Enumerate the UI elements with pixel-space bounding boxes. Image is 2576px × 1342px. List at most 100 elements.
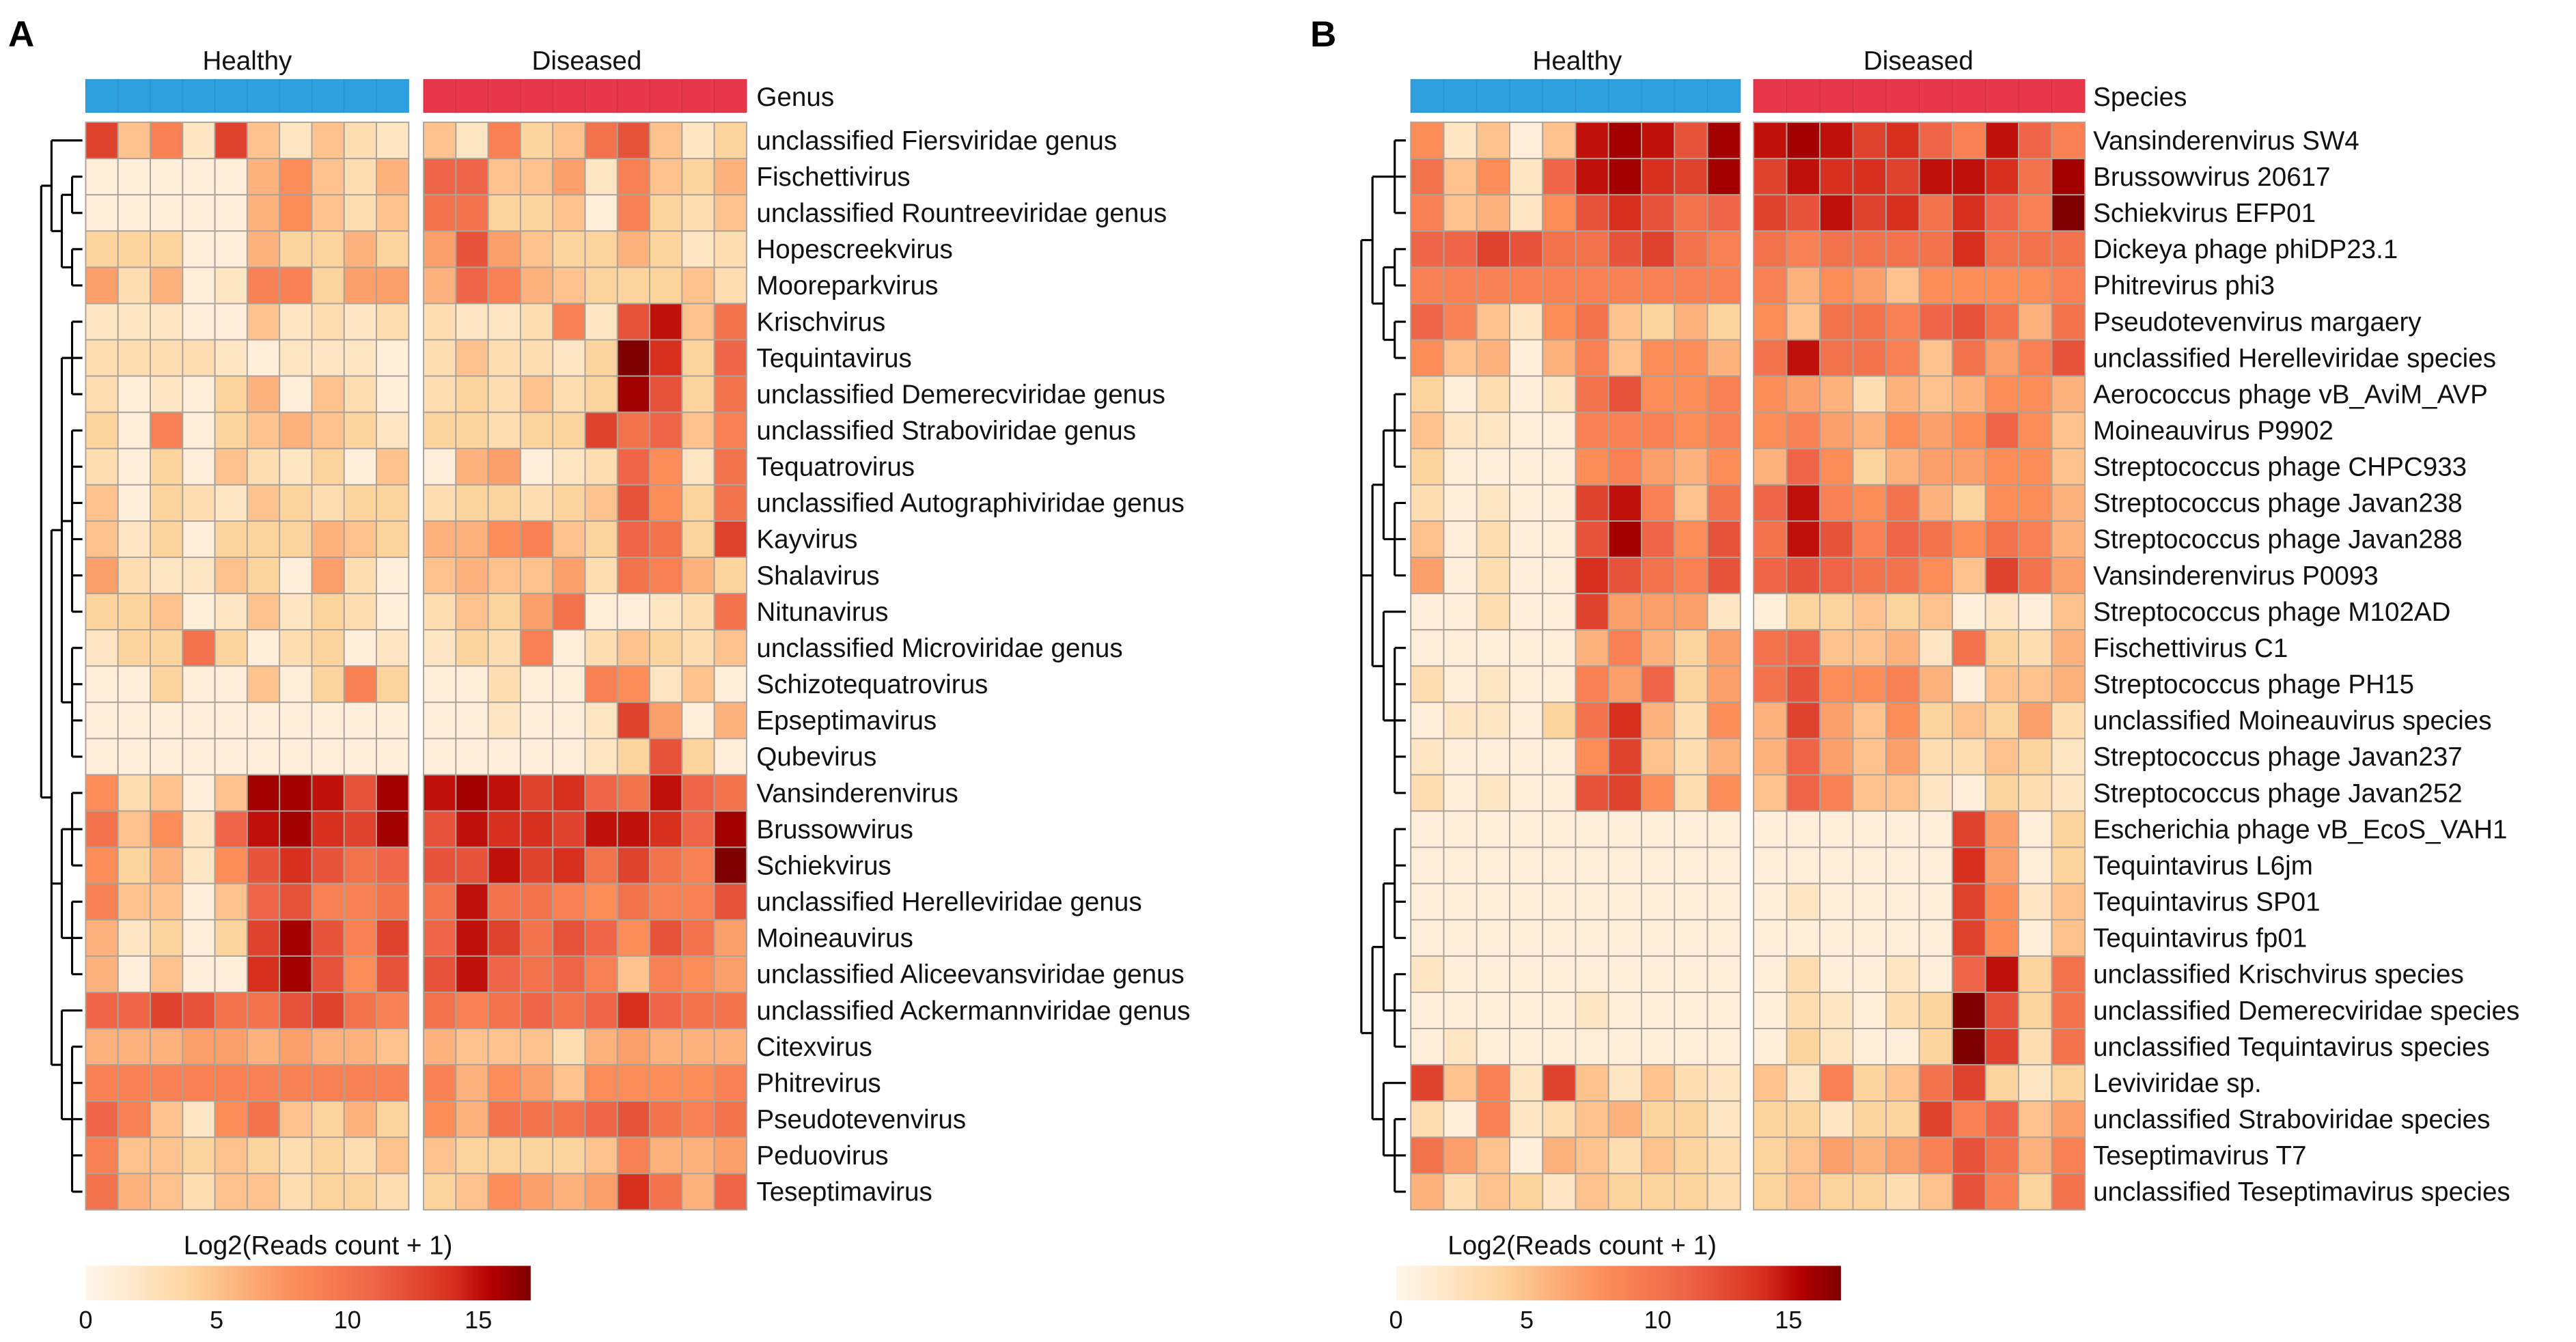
heatmap-cell (1885, 303, 1920, 341)
heatmap-cell (487, 846, 521, 884)
color-legend: 0 5 10 15 (1389, 1266, 1841, 1334)
heatmap-cell (311, 1173, 345, 1211)
heatmap-cell (1885, 1028, 1920, 1066)
heatmap-cell (681, 919, 715, 957)
heatmap-cell (2018, 1100, 2053, 1138)
heatmap-cell (1852, 194, 1887, 232)
heatmap-cell (85, 738, 119, 776)
heatmap-cell (2051, 1064, 2086, 1102)
heatmap-cell (85, 266, 119, 305)
heatmap-cell (1641, 882, 1676, 921)
heatmap-cell (2018, 846, 2053, 884)
heatmap-cell (1984, 992, 2020, 1030)
heatmap-cell (343, 919, 378, 957)
heatmap-cell (117, 1064, 152, 1102)
heatmap-cell (117, 701, 152, 740)
heatmap-cell (214, 122, 248, 160)
heatmap-cell (584, 846, 618, 884)
heatmap-cell (1607, 593, 1642, 631)
heatmap-cell (311, 919, 345, 957)
heatmap-cell (182, 992, 216, 1030)
heatmap-cell (713, 339, 747, 377)
heatmap-cell (214, 846, 248, 884)
row-label: Streptococcus phage CHPC933 (2093, 453, 2467, 482)
heatmap-cell (1443, 955, 1478, 993)
heatmap-cell (1706, 266, 1741, 305)
heatmap-cell (584, 738, 618, 776)
heatmap-cell (1952, 484, 1986, 522)
heatmap-cell (1476, 1100, 1510, 1138)
heatmap-cell (1542, 303, 1577, 341)
heatmap-cell (519, 339, 554, 377)
heatmap-cell (214, 158, 248, 196)
heatmap-cell (343, 303, 378, 341)
heatmap-cell (85, 375, 119, 413)
group-label-healthy: Healthy (202, 46, 292, 76)
heatmap-cell (1885, 593, 1920, 631)
heatmap-cell (1984, 230, 2020, 268)
heatmap-cell (279, 557, 313, 595)
heatmap-cell (214, 1100, 248, 1138)
heatmap-cell (423, 1136, 457, 1175)
heatmap-cell (85, 520, 119, 558)
heatmap-cell (1674, 955, 1708, 993)
heatmap-cell (1885, 810, 1920, 848)
heatmap-cell (1575, 266, 1609, 305)
heatmap-cell (1819, 992, 1854, 1030)
heatmap-cell (343, 846, 378, 884)
heatmap-cell (1542, 629, 1577, 667)
heatmap-cell (1410, 1064, 1445, 1102)
heatmap-cell (1852, 810, 1887, 848)
heatmap-cell (1819, 1173, 1854, 1211)
heatmap-cell (1674, 846, 1708, 884)
heatmap-cell (150, 557, 184, 595)
row-label: unclassified Demerecviridae species (2093, 996, 2519, 1026)
heatmap-cell (1509, 701, 1544, 740)
heatmap-cell (1753, 846, 1788, 884)
heatmap-cell (649, 447, 683, 486)
heatmap-cell (246, 230, 281, 268)
heatmap-cell (85, 1136, 119, 1175)
heatmap-cell (584, 1064, 618, 1102)
heatmap-cell (1706, 738, 1741, 776)
heatmap-cell (182, 665, 216, 703)
heatmap-cell (487, 303, 521, 341)
heatmap-cell (519, 738, 554, 776)
row-labels: unclassified Fiersviridae genus Fischetti… (756, 126, 1190, 1207)
row-label: Aerococcus phage vB_AviM_AVP (2093, 380, 2488, 409)
heatmap-cell (1443, 919, 1478, 957)
heatmap-cell (2051, 810, 2086, 848)
heatmap-cell (150, 484, 184, 522)
heatmap-cell (2051, 1173, 2086, 1211)
heatmap-cell (2018, 411, 2053, 449)
heatmap-cell (150, 1173, 184, 1211)
heatmap-cell (649, 665, 683, 703)
heatmap-cell (552, 122, 586, 160)
group-label-diseased: Diseased (531, 46, 641, 76)
heatmap-cell (649, 810, 683, 848)
heatmap-cell (1607, 919, 1642, 957)
heatmap-cell (649, 484, 683, 522)
heatmap-cell (423, 701, 457, 740)
heatmap-cell (1410, 194, 1445, 232)
heatmap-cell (1443, 447, 1478, 486)
heatmap-cell (1674, 520, 1708, 558)
heatmap-cell (1952, 810, 1986, 848)
heatmap-cell (311, 520, 345, 558)
heatmap-cell (616, 955, 651, 993)
heatmap-cell (584, 919, 618, 957)
heatmap-cell (246, 375, 281, 413)
row-label: Streptococcus phage Javan238 (2093, 489, 2463, 518)
heatmap-cell (1410, 411, 1445, 449)
heatmap-cell (150, 411, 184, 449)
heatmap-cell (376, 738, 410, 776)
heatmap-cell (1753, 194, 1788, 232)
heatmap-cell (519, 882, 554, 921)
heatmap-cell (681, 1028, 715, 1066)
heatmap-cell (117, 411, 152, 449)
heatmap-cell (1476, 665, 1510, 703)
row-label: Qubevirus (756, 742, 876, 772)
heatmap-cell (2018, 629, 2053, 667)
heatmap-cell (423, 1064, 457, 1102)
heatmap-cell (182, 194, 216, 232)
